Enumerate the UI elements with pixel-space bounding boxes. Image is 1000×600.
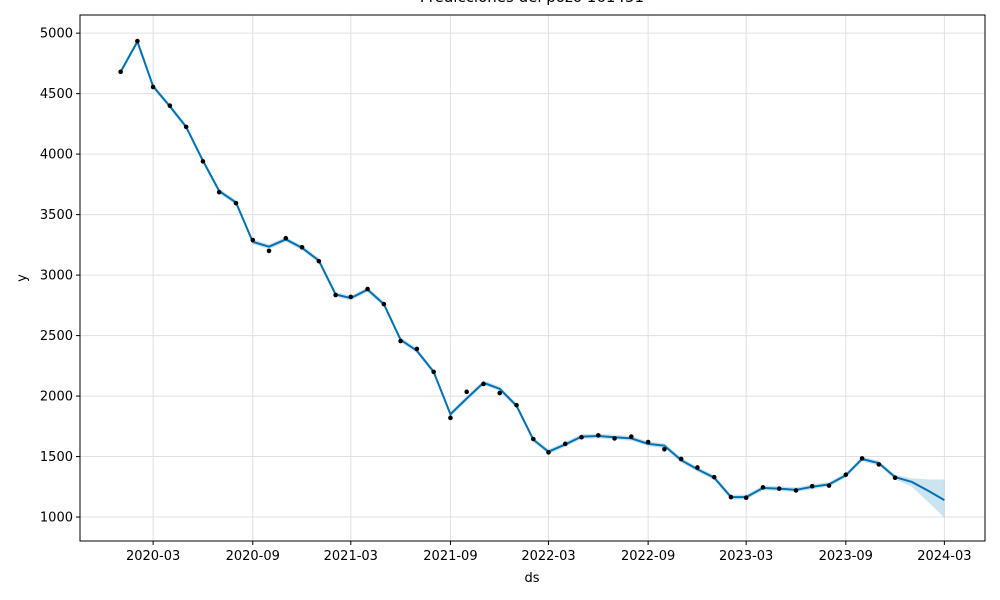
observed-point xyxy=(612,436,617,441)
observed-point xyxy=(728,494,734,500)
y-tick-label: 4500 xyxy=(40,87,73,102)
observed-point xyxy=(579,434,584,440)
observed-point xyxy=(266,248,272,254)
observed-point xyxy=(414,346,420,352)
observed-point xyxy=(760,485,766,490)
observed-point xyxy=(678,456,684,462)
x-tick-label: 2020-09 xyxy=(226,549,280,564)
observed-point xyxy=(859,456,865,461)
observed-point xyxy=(398,338,403,344)
observed-point xyxy=(316,258,322,264)
x-axis-label: ds xyxy=(524,571,539,586)
observed-point xyxy=(481,381,486,387)
observed-point xyxy=(283,235,289,241)
observed-point xyxy=(365,286,370,292)
observed-point xyxy=(531,436,536,442)
observed-point xyxy=(333,292,338,298)
observed-point xyxy=(167,103,173,109)
observed-point xyxy=(183,124,189,130)
observed-point xyxy=(776,486,782,491)
observed-point xyxy=(464,389,469,395)
observed-point xyxy=(448,415,453,421)
observed-point xyxy=(233,200,239,206)
x-tick-label: 2022-03 xyxy=(521,549,575,564)
observed-point xyxy=(695,465,700,470)
x-tick-label: 2021-03 xyxy=(324,549,378,564)
observed-point xyxy=(118,69,123,75)
y-axis-label: y xyxy=(15,274,30,282)
observed-point xyxy=(135,38,140,44)
observed-point xyxy=(250,237,256,243)
plot-frame xyxy=(79,14,986,542)
y-tick-label: 2000 xyxy=(40,390,73,405)
observed-point xyxy=(809,483,815,489)
observed-point xyxy=(514,402,519,408)
observed-point xyxy=(662,447,667,452)
observed-point xyxy=(596,433,601,438)
observed-point xyxy=(348,294,354,300)
y-tick-label: 3500 xyxy=(40,208,73,223)
y-tick-label: 5000 xyxy=(40,27,73,42)
observed-point xyxy=(645,439,651,445)
observed-point xyxy=(381,301,387,307)
uncertainty-band xyxy=(120,39,945,518)
forecast-line xyxy=(119,39,945,501)
y-tick-label: 4000 xyxy=(40,148,73,163)
x-tick-label: 2021-09 xyxy=(423,549,477,564)
x-tick-label: 2020-03 xyxy=(126,549,180,564)
x-tick-label: 2022-09 xyxy=(621,549,675,564)
chart-title: Predicciones del pozo 161451 xyxy=(420,0,644,6)
observed-point xyxy=(711,474,717,480)
observed-point xyxy=(431,369,436,375)
observed-point xyxy=(629,434,634,439)
observed-point xyxy=(876,462,882,467)
y-tick-label: 3000 xyxy=(40,269,73,284)
y-tick-label: 2500 xyxy=(40,329,73,344)
observed-point xyxy=(892,475,898,481)
x-tick-label: 2023-03 xyxy=(719,549,773,564)
observed-point xyxy=(743,495,749,500)
x-tick-label: 2024-03 xyxy=(917,549,971,564)
y-tick-label: 1000 xyxy=(40,511,73,526)
observed-point xyxy=(150,84,156,90)
observed-point xyxy=(216,189,222,195)
observed-point xyxy=(200,159,206,164)
x-tick-label: 2023-09 xyxy=(819,549,873,564)
y-tick-label: 1500 xyxy=(40,450,73,465)
observed-point xyxy=(562,441,568,447)
observed-point xyxy=(843,472,849,478)
observed-point xyxy=(826,483,832,488)
observed-point xyxy=(497,390,503,396)
observed-point xyxy=(299,244,305,250)
observed-point xyxy=(546,450,551,455)
observed-point xyxy=(793,488,799,493)
